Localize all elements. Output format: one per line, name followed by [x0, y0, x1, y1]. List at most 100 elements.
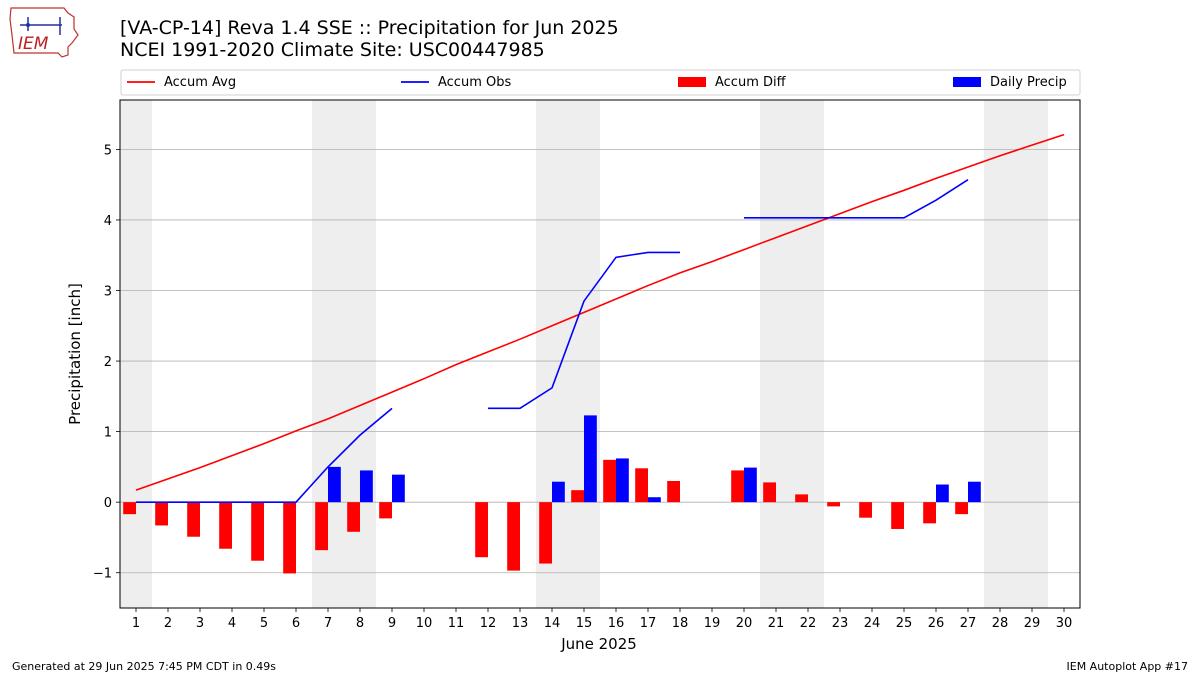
accum-diff-bar [347, 502, 360, 532]
accum-diff-bar [763, 482, 776, 503]
accum-diff-bar [251, 502, 264, 561]
accum-diff-bar [827, 502, 840, 507]
accum-diff-bar [539, 502, 552, 564]
daily-precip-bar [328, 466, 341, 503]
x-tick-label: 21 [768, 616, 785, 631]
x-tick-label: 5 [260, 616, 268, 631]
x-tick-label: 8 [356, 616, 364, 631]
chart-subtitle: NCEI 1991-2020 Climate Site: USC00447985 [120, 39, 545, 61]
x-tick-label: 13 [512, 616, 529, 631]
y-tick-label: 5 [104, 143, 112, 158]
x-tick-label: 22 [800, 616, 817, 631]
y-tick-label: 0 [104, 496, 112, 511]
accum-diff-bar [955, 502, 968, 515]
x-tick-label: 26 [928, 616, 945, 631]
plot-frame [119, 99, 1081, 609]
x-tick-label: 28 [992, 616, 1009, 631]
accum-diff-bar [731, 470, 744, 503]
generated-timestamp: Generated at 29 Jun 2025 7:45 PM CDT in … [12, 660, 277, 673]
x-tick-label: 17 [640, 616, 657, 631]
logo-text: IEM [18, 34, 49, 54]
x-axis-label: June 2025 [560, 635, 637, 653]
accum-avg-line [135, 133, 1065, 491]
accum-obs-line [744, 179, 969, 219]
x-tick-label: 30 [1056, 616, 1073, 631]
legend-swatch [678, 77, 706, 87]
x-tick-label: 23 [832, 616, 849, 631]
legend-label: Accum Avg [164, 75, 236, 90]
y-axis-label: Precipitation [inch] [66, 283, 84, 425]
x-tick-label: 14 [544, 616, 561, 631]
accum-diff-bar [891, 502, 904, 529]
app-credit: IEM Autoplot App #17 [1066, 660, 1189, 673]
x-tick-label: 15 [576, 616, 593, 631]
legend-label: Daily Precip [990, 75, 1067, 90]
daily-precip-bar [936, 484, 949, 503]
x-tick-label: 7 [324, 616, 332, 631]
x-tick-label: 2 [164, 616, 172, 631]
accum-diff-bar [571, 490, 584, 503]
accum-diff-bar [667, 481, 680, 503]
daily-precip-bar [584, 415, 597, 503]
x-tick-label: 29 [1024, 616, 1041, 631]
iem-logo: IEM [9, 7, 79, 58]
accum-diff-bar [923, 502, 936, 524]
accum-obs-line [136, 407, 393, 503]
x-tick-label: 27 [960, 616, 977, 631]
x-tick-label: 16 [608, 616, 625, 631]
x-tick-label: 3 [196, 616, 204, 631]
accum-diff-bar [123, 502, 136, 515]
daily-precip-bar [616, 458, 629, 503]
daily-precip-bar [392, 474, 405, 503]
daily-precip-bar [360, 470, 373, 503]
accum-diff-bar [315, 502, 328, 551]
weekend-shade [984, 100, 1048, 608]
x-tick-label: 24 [864, 616, 881, 631]
x-tick-label: 18 [672, 616, 689, 631]
y-tick-label: 4 [104, 214, 112, 229]
accum-diff-bar [219, 502, 232, 549]
x-tick-label: 10 [416, 616, 433, 631]
legend-swatch [953, 77, 981, 87]
weekend-shade [120, 100, 152, 608]
legend-label: Accum Diff [715, 75, 787, 90]
accum-diff-bar [603, 459, 616, 503]
x-tick-label: 6 [292, 616, 300, 631]
accum-diff-bar [475, 502, 488, 558]
x-tick-label: 25 [896, 616, 913, 631]
iowa-state-outline [9, 7, 79, 58]
accum-diff-bar [507, 502, 520, 571]
accum-diff-bar [283, 502, 296, 574]
accum-diff-bar [635, 468, 648, 503]
y-tick-label: 1 [104, 426, 112, 441]
bars [123, 415, 981, 574]
x-tick-label: 11 [448, 616, 465, 631]
daily-precip-bar [744, 467, 757, 503]
legend: Accum Avg Accum Obs Accum Diff Daily Precip [120, 69, 1081, 96]
accum-diff-bar [187, 502, 200, 537]
y-tick-label: 3 [104, 285, 112, 300]
accum-diff-bar [859, 502, 872, 518]
daily-precip-bar [968, 481, 981, 503]
x-tick-label: 1 [132, 616, 140, 631]
x-tick-label: 4 [228, 616, 236, 631]
x-tick-label: 9 [388, 616, 396, 631]
weekend-shade [760, 100, 824, 608]
legend-box [120, 69, 1081, 96]
daily-precip-bar [648, 497, 661, 503]
y-tick-label: −1 [93, 567, 112, 582]
x-tick-label: 12 [480, 616, 497, 631]
accum-diff-bar [795, 494, 808, 503]
y-tick-label: 2 [104, 355, 112, 370]
lines [135, 133, 1065, 503]
accum-diff-bar [379, 502, 392, 519]
legend-label: Accum Obs [438, 75, 511, 90]
daily-precip-bar [552, 481, 565, 503]
accum-obs-line [488, 251, 680, 410]
x-tick-label: 19 [704, 616, 721, 631]
chart-title: [VA-CP-14] Reva 1.4 SSE :: Precipitation… [120, 17, 619, 39]
x-tick-label: 20 [736, 616, 753, 631]
accum-diff-bar [155, 502, 168, 526]
